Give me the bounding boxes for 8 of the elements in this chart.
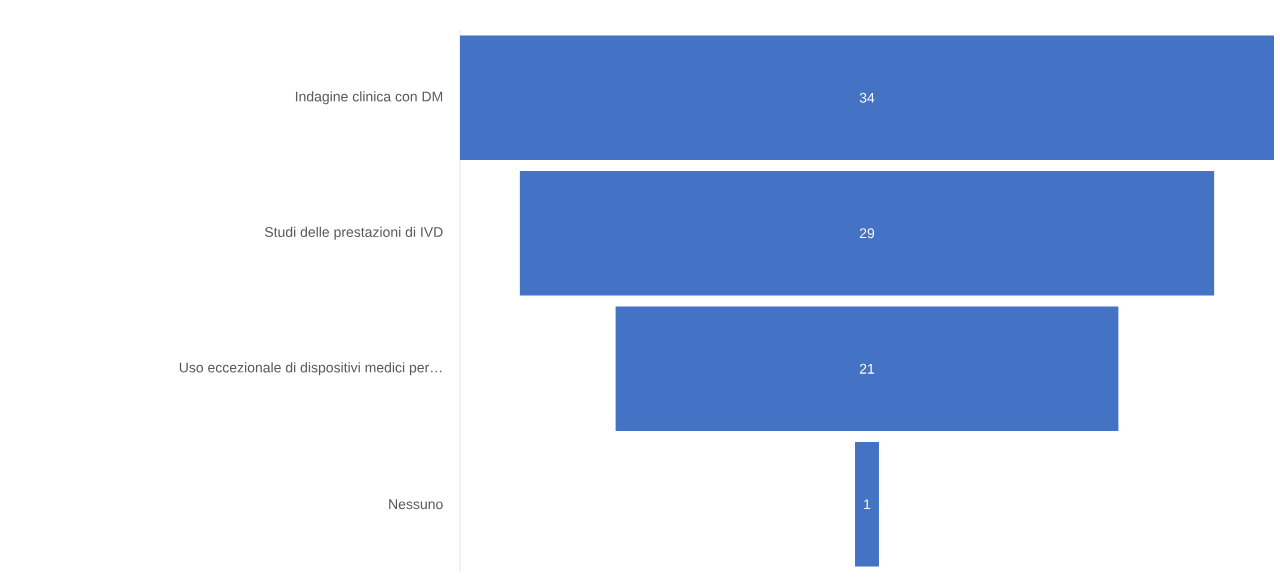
data-label: 29 — [859, 228, 875, 239]
category-label: Indagine clinica con DM — [295, 91, 443, 105]
data-label: 1 — [864, 499, 871, 510]
data-label: 34 — [859, 92, 875, 103]
category-label: Uso eccezionale di dispositivi medici per… — [179, 362, 442, 376]
category-label: Nessuno — [389, 499, 443, 510]
data-label: 21 — [859, 363, 875, 374]
category-label: Studi delle prestazioni di IVD — [264, 226, 443, 240]
